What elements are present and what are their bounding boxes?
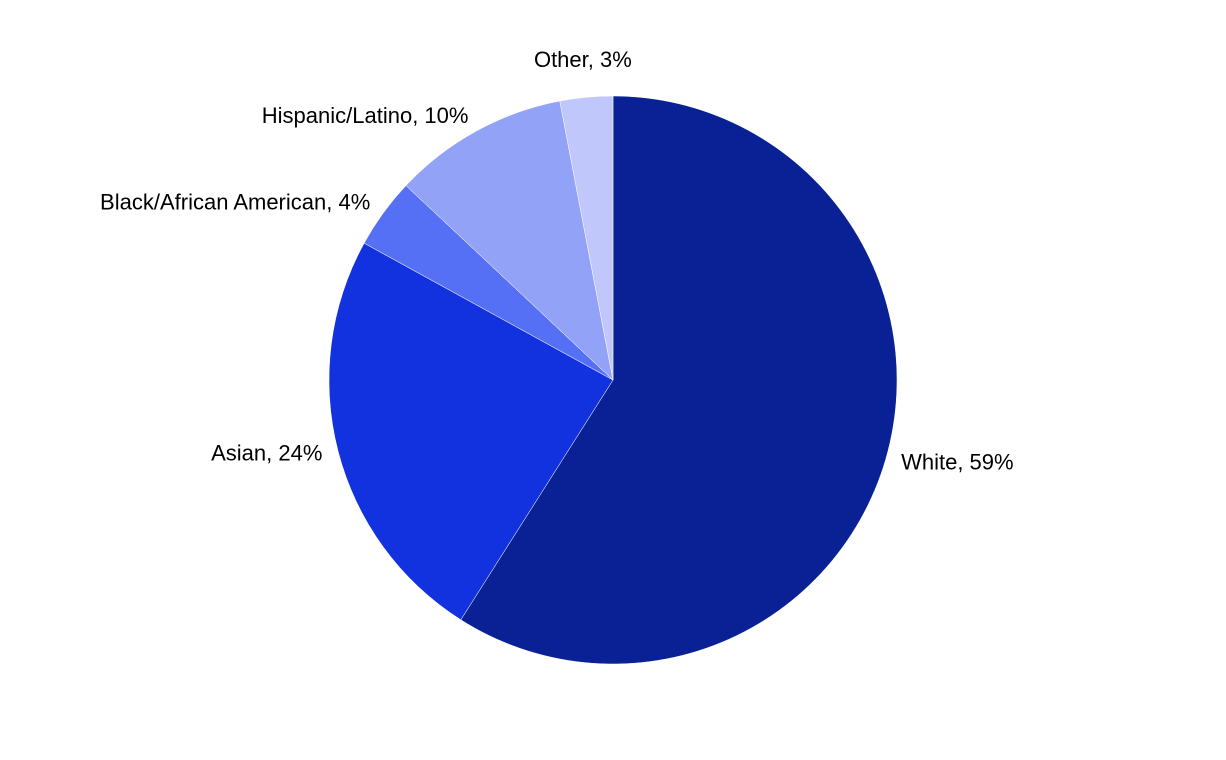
slice-label: Black/African American, 4% [100, 189, 370, 214]
slice-label: White, 59% [901, 450, 1014, 475]
pie-slice [405, 100, 614, 381]
slice-label: Hispanic/Latino, 10% [262, 103, 469, 128]
slice-label: Asian, 24% [211, 440, 322, 465]
pie-slice [460, 95, 898, 665]
pie-slice [328, 242, 614, 621]
pie-slice [559, 95, 614, 381]
slice-label: Other, 3% [534, 47, 632, 72]
